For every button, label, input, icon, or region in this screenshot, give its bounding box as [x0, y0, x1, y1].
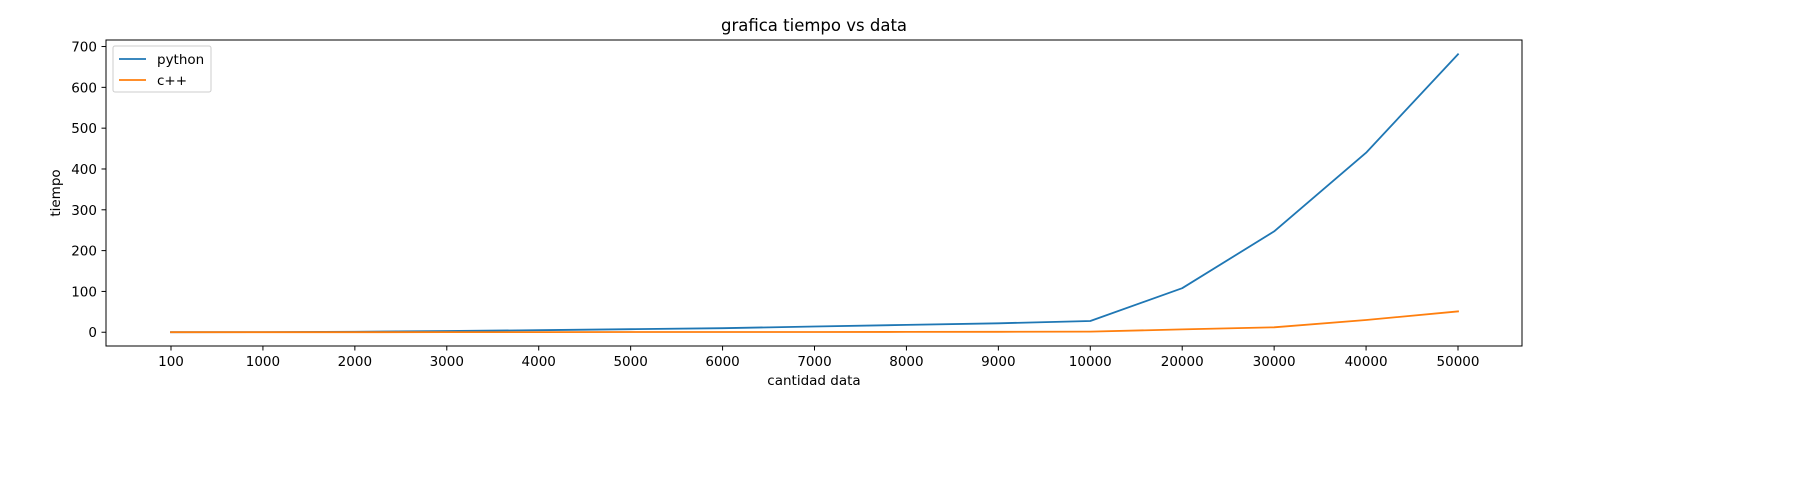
chart-title: grafica tiempo vs data — [721, 16, 907, 35]
x-tick-label: 7000 — [797, 354, 831, 370]
x-tick-label: 20000 — [1161, 354, 1204, 370]
y-tick-label: 300 — [71, 203, 97, 219]
y-tick-label: 400 — [71, 162, 97, 178]
y-tick-label: 500 — [71, 121, 97, 137]
x-tick-label: 2000 — [338, 354, 372, 370]
legend: python c++ — [112, 45, 212, 93]
y-tick-label: 0 — [88, 325, 97, 341]
x-tick-label: 1000 — [246, 354, 280, 370]
axis-ticks: 100 1000 2000 3000 4000 5000 6000 7000 8000 9000 1… — [71, 40, 1479, 370]
series-lines — [170, 53, 1460, 334]
y-tick-label: 700 — [71, 40, 97, 56]
y-tick-label: 100 — [71, 284, 97, 300]
x-tick-label: 50000 — [1437, 354, 1480, 370]
x-tick-label: 3000 — [430, 354, 464, 370]
series-line-cpp — [170, 310, 1459, 334]
legend-python-label: python — [157, 52, 204, 68]
y-tick-label: 600 — [71, 80, 97, 96]
x-tick-label: 40000 — [1345, 354, 1388, 370]
x-tick-label: 4000 — [522, 354, 556, 370]
y-axis-label: tiempo — [48, 169, 64, 216]
y-tick-label: 200 — [71, 244, 97, 260]
x-tick-label: 9000 — [981, 354, 1015, 370]
x-tick-label: 8000 — [889, 354, 923, 370]
legend-cpp-label: c++ — [157, 73, 187, 89]
axes-frame — [105, 39, 1523, 347]
x-tick-label: 100 — [158, 354, 184, 370]
x-axis-label: cantidad data — [767, 373, 860, 389]
x-tick-label: 10000 — [1069, 354, 1112, 370]
x-tick-label: 6000 — [705, 354, 739, 370]
x-tick-label: 5000 — [613, 354, 647, 370]
x-tick-label: 30000 — [1253, 354, 1296, 370]
